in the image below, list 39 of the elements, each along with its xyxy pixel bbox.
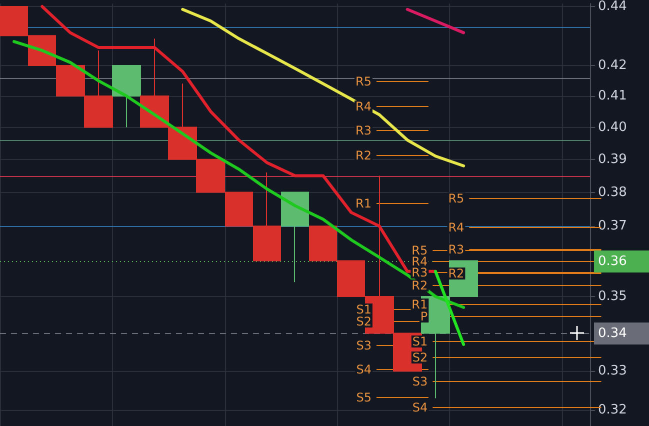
ref-line-label: P — [420, 310, 428, 324]
ref-line-label: R5 — [355, 74, 372, 88]
ref-line-label: S3 — [356, 338, 372, 352]
ref-line-label: 0.36 — [598, 254, 627, 269]
ref-line-label: S1 — [412, 334, 428, 348]
ref-line-label: R3 — [412, 266, 428, 280]
y-tick-label: 0.39 — [598, 152, 627, 167]
y-tick-label: 0.44 — [598, 0, 627, 14]
y-tick-label: 0.38 — [598, 184, 627, 200]
ref-line-label: R3 — [355, 124, 372, 138]
candlestick — [112, 64, 141, 128]
y-tick-label: 0.35 — [598, 289, 627, 304]
ref-line-label: S2 — [412, 350, 428, 364]
y-tick-label: 0.33 — [598, 364, 627, 379]
y-tick-label: 0.42 — [598, 58, 627, 73]
ref-line-label: R1 — [355, 196, 372, 210]
ref-line-label: S1 — [356, 302, 372, 316]
ref-line-label: R2 — [412, 278, 428, 292]
y-tick-label: 0.41 — [598, 88, 627, 104]
ref-line-label: R5 — [412, 244, 428, 258]
ref-line-label: R2 — [448, 266, 464, 280]
ref-line-label: R4 — [412, 254, 428, 268]
ref-line-label: S4 — [356, 362, 372, 376]
ref-line-label: R2 — [355, 148, 372, 162]
ref-line-label: S4 — [412, 400, 428, 414]
y-tick-label: 0.37 — [598, 218, 627, 234]
candlestick — [281, 192, 309, 283]
y-tick-label: 0.32 — [598, 402, 627, 418]
y-tick-label: 0.40 — [598, 120, 627, 135]
ref-line-label: S3 — [412, 374, 428, 388]
ref-line-label: R1 — [412, 298, 428, 312]
ref-line-label: 0.34 — [598, 326, 627, 341]
ref-line-label: S2 — [356, 314, 372, 328]
ref-line-label: R5 — [448, 192, 464, 206]
line-series — [181, 8, 466, 168]
ref-line-label: R3 — [448, 242, 464, 256]
ref-line-label: R4 — [355, 100, 372, 114]
ref-line-label: S5 — [356, 390, 372, 404]
ref-line-label: R4 — [448, 220, 464, 234]
